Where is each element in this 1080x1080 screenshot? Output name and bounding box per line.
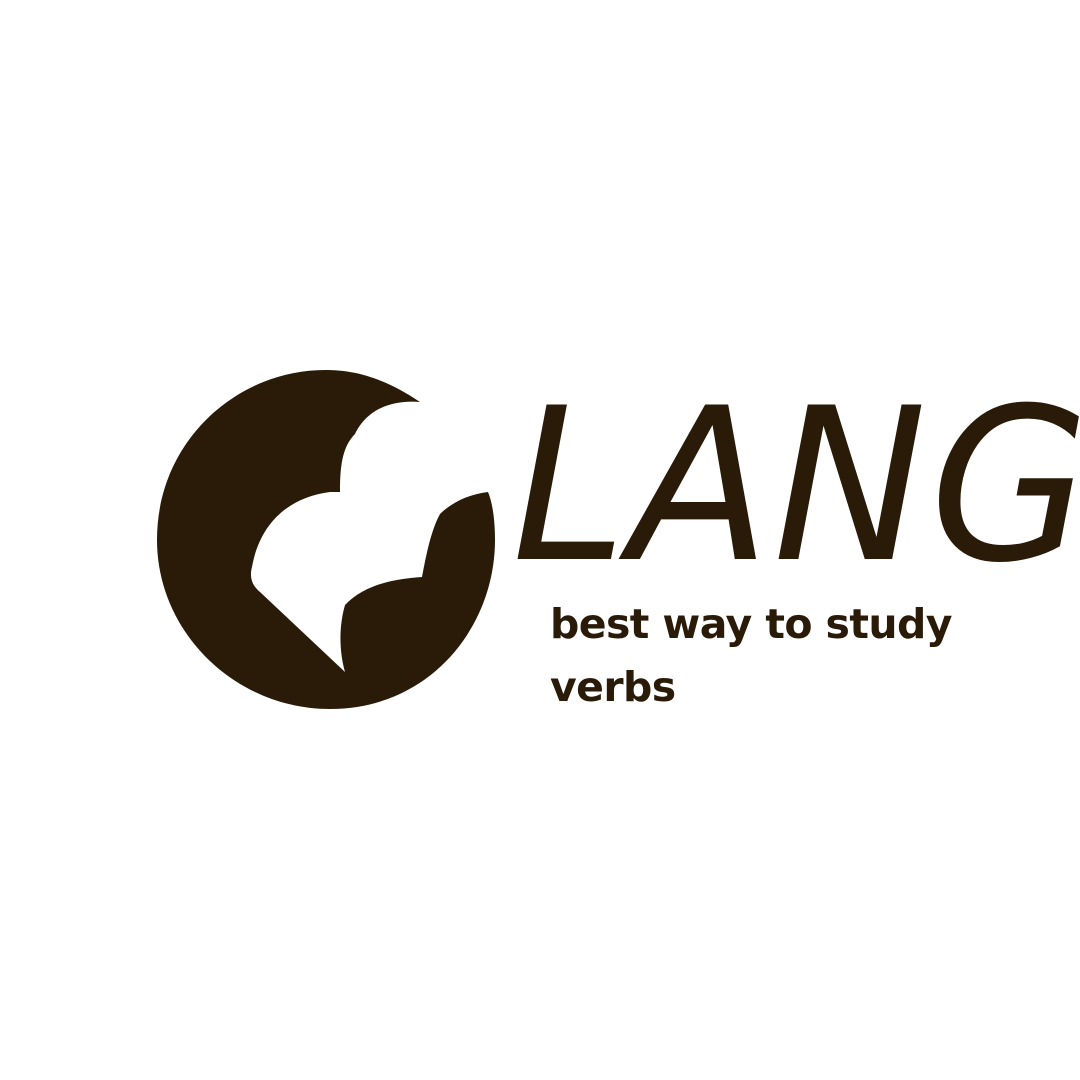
logo-shape <box>157 370 495 709</box>
brand-tagline: best way to study verbs <box>550 600 952 711</box>
brand-wordmark: LANG <box>512 362 1080 609</box>
globe-heart-logo-icon <box>157 370 495 709</box>
